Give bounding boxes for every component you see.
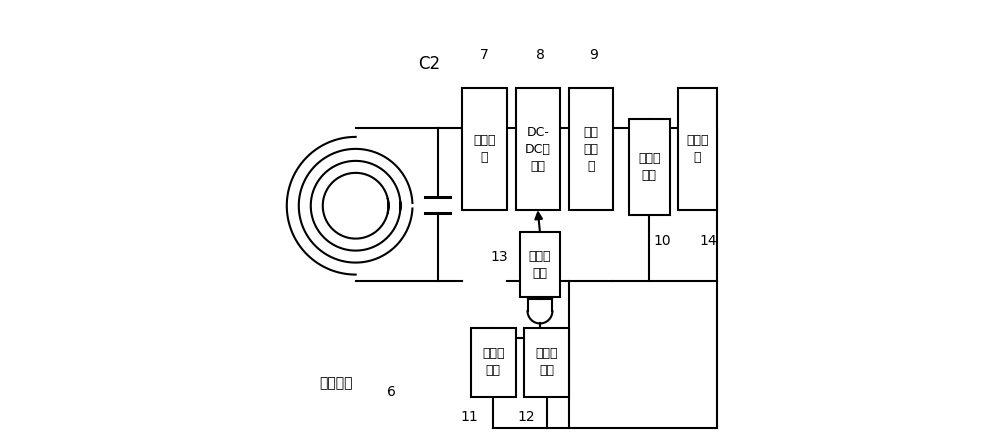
Bar bbox=[524, 328, 569, 397]
Text: 8: 8 bbox=[536, 48, 544, 62]
Text: 高频调
制器: 高频调 制器 bbox=[535, 347, 558, 377]
Bar bbox=[678, 88, 717, 210]
Text: 7: 7 bbox=[480, 48, 489, 62]
Text: C2: C2 bbox=[418, 55, 440, 72]
Text: 9: 9 bbox=[589, 48, 598, 62]
Bar bbox=[569, 88, 613, 210]
Text: DC-
DC变
换器: DC- DC变 换器 bbox=[525, 126, 551, 173]
Bar bbox=[516, 88, 560, 210]
Text: 电流传
感器: 电流传 感器 bbox=[638, 152, 661, 182]
Text: 10: 10 bbox=[653, 234, 671, 248]
Text: 低频调
制器: 低频调 制器 bbox=[482, 347, 505, 377]
Text: 电压
传感
器: 电压 传感 器 bbox=[584, 126, 599, 173]
Bar bbox=[462, 88, 507, 210]
Text: 11: 11 bbox=[461, 410, 479, 424]
Text: 14: 14 bbox=[699, 234, 717, 248]
Text: 整流电
路: 整流电 路 bbox=[473, 134, 496, 164]
Text: 12: 12 bbox=[517, 410, 535, 424]
Text: 二号控
制器: 二号控 制器 bbox=[529, 249, 551, 279]
Text: 6: 6 bbox=[387, 385, 396, 399]
Text: 13: 13 bbox=[490, 250, 508, 264]
Text: 轮毂电
机: 轮毂电 机 bbox=[686, 134, 708, 164]
Bar bbox=[629, 119, 670, 215]
Bar bbox=[520, 232, 560, 297]
Bar bbox=[471, 328, 516, 397]
Text: 接收线圈: 接收线圈 bbox=[319, 376, 352, 390]
